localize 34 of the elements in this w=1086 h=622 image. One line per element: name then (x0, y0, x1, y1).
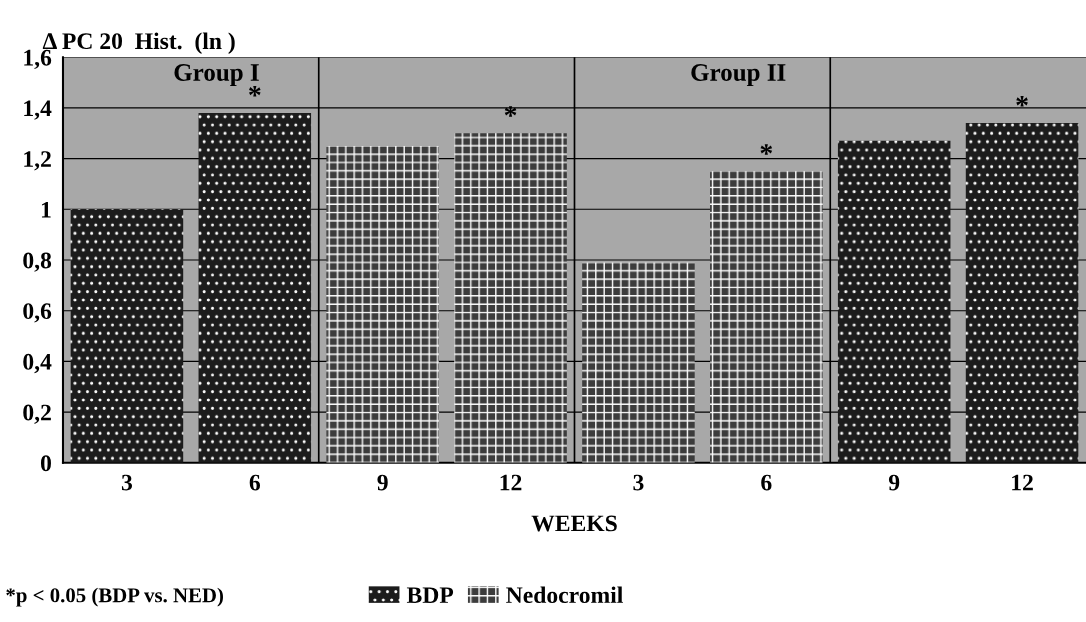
bar (326, 145, 439, 463)
x-axis-title: WEEKS (531, 515, 617, 532)
bar (837, 140, 951, 463)
bar (710, 171, 823, 463)
bar (965, 123, 1079, 463)
bar (454, 133, 567, 463)
y-tick-label: 0,8 (23, 252, 52, 272)
data-label: * (249, 85, 261, 97)
y-tick-label: 1,2 (24, 151, 51, 171)
legend-label: Nedocromil (506, 586, 623, 604)
x-tick-label: 6 (249, 474, 261, 491)
y-tick-label: 0,6 (23, 303, 52, 323)
x-tick-label: 9 (888, 474, 900, 491)
annotation: Group II (691, 64, 786, 86)
x-tick-label: 6 (761, 474, 772, 491)
x-tick-label: 3 (121, 474, 133, 491)
x-tick-label: 9 (377, 474, 388, 491)
bar (198, 112, 312, 463)
x-tick-label: 3 (633, 474, 644, 491)
annotation: Group I (174, 64, 259, 86)
y-tick-label: 0,2 (23, 404, 51, 424)
y-tick-label: 0,4 (23, 353, 52, 374)
x-tick-label: 12 (500, 474, 522, 491)
y-tick-label: 1,4 (24, 100, 52, 120)
y-tick-label: 1 (41, 201, 51, 218)
bar (582, 262, 695, 463)
data-label: * (1016, 96, 1028, 107)
legend-label: BDP (406, 587, 454, 603)
text: *p < 0.05 (BDP vs. NED) (6, 587, 223, 607)
data-label: * (504, 106, 517, 117)
data-label: * (760, 144, 773, 155)
bar (70, 209, 184, 463)
y-tick-label: 0 (40, 455, 51, 472)
x-tick-label: 12 (1012, 474, 1033, 491)
